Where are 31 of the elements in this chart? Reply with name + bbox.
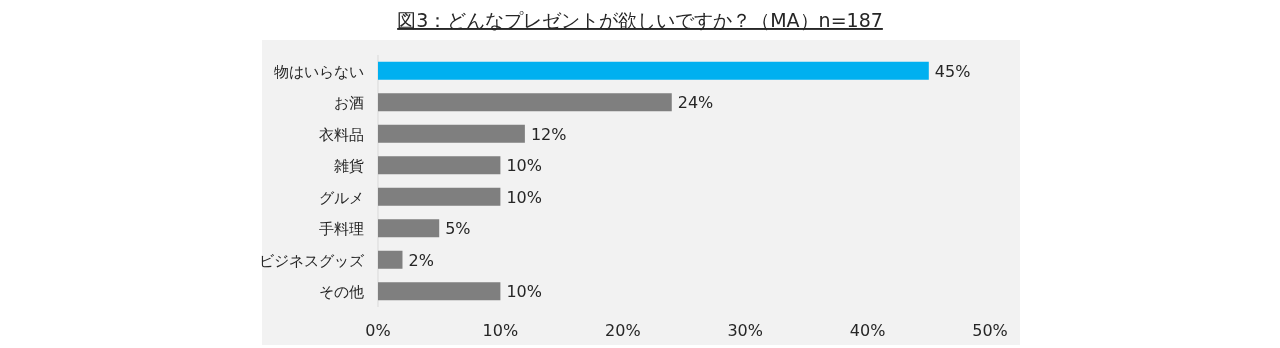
y-tick-label: 衣料品: [319, 125, 364, 144]
bar: [378, 93, 672, 112]
x-tick-label: 30%: [727, 321, 763, 340]
x-tick-label: 10%: [482, 321, 519, 340]
y-tick-label: 雑貨: [334, 157, 364, 176]
bar: [378, 219, 440, 238]
y-tick-label: その他: [319, 283, 364, 302]
data-label: 10%: [506, 282, 542, 302]
bar: [378, 187, 501, 206]
x-tick-label: 40%: [849, 321, 886, 340]
data-label: 12%: [530, 124, 567, 144]
bar: [378, 282, 501, 301]
x-tick-label: 20%: [605, 321, 641, 340]
data-label: 10%: [506, 156, 542, 176]
data-label: 2%: [408, 250, 434, 270]
bar: [378, 124, 525, 143]
y-tick-label: 手料理: [319, 220, 364, 239]
y-tick-label: グルメ: [319, 188, 364, 207]
y-tick-label: 物はいらない: [274, 62, 364, 81]
bar: [378, 250, 403, 269]
data-label: 5%: [445, 219, 471, 239]
data-label: 10%: [506, 187, 542, 207]
bar: [378, 156, 501, 175]
data-label: 24%: [677, 93, 714, 113]
x-tick-label: 0%: [365, 321, 391, 340]
bar: [378, 61, 929, 80]
chart-title: 図3：どんなプレゼントが欲しいですか？（MA）n=187: [397, 9, 883, 31]
x-tick-label: 50%: [972, 321, 1008, 340]
data-label: 45%: [934, 61, 971, 81]
y-tick-label: ビジネスグッズ: [259, 251, 365, 270]
y-tick-label: お酒: [334, 94, 364, 113]
